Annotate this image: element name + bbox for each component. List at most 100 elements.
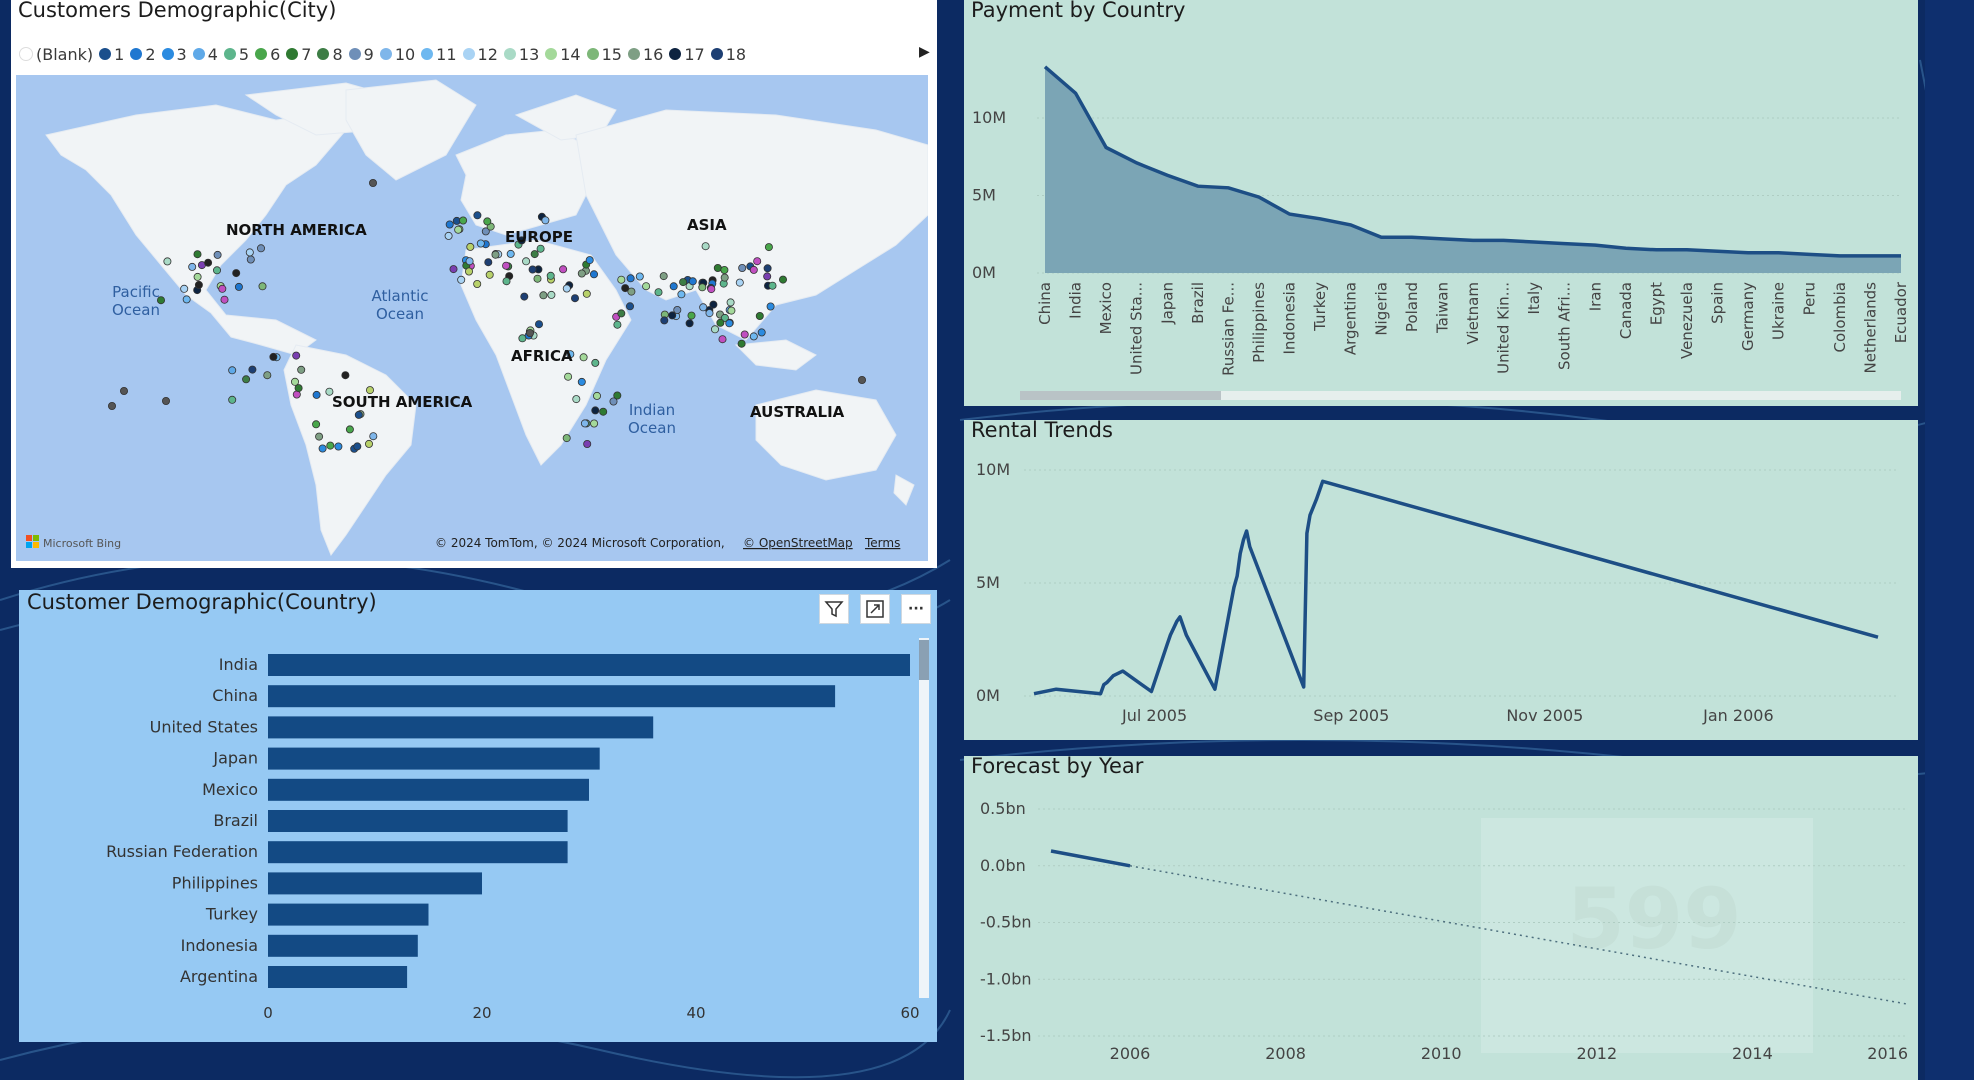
city-dot xyxy=(220,295,229,304)
city-dot xyxy=(725,319,734,328)
city-dot xyxy=(533,274,542,283)
x-tick-label: Argentina xyxy=(1342,282,1360,355)
legend-item[interactable]: 16 xyxy=(627,45,663,64)
openstreetmap-link[interactable]: © OpenStreetMap xyxy=(743,536,853,550)
city-dot xyxy=(212,266,221,275)
scrollbar-thumb[interactable] xyxy=(1020,391,1221,400)
city-dot xyxy=(525,328,534,337)
rental-chart-title: Rental Trends xyxy=(971,418,1113,442)
city-dot xyxy=(297,365,306,374)
city-dot xyxy=(445,220,454,229)
city-dot xyxy=(713,263,722,272)
city-dot xyxy=(699,303,708,312)
x-tick-label: 2006 xyxy=(1110,1044,1151,1063)
x-tick-label: Brazil xyxy=(1189,282,1207,324)
legend-next-arrow-icon[interactable]: ▶ xyxy=(919,44,930,60)
city-dot xyxy=(188,262,197,271)
payment-area-chart[interactable]: 10M 5M 0M China India Mexico United Sta... Japa… xyxy=(964,0,1918,406)
city-dot xyxy=(668,311,677,320)
bar-category-label: Japan xyxy=(212,749,258,768)
city-dot xyxy=(720,313,729,322)
legend-label: 3 xyxy=(176,44,187,64)
x-tick-label: Mexico xyxy=(1097,282,1115,334)
x-tick-label: Sep 2005 xyxy=(1313,706,1389,725)
bar-category-label: Turkey xyxy=(205,905,258,924)
bar-chart-title: Customer Demographic(Country) xyxy=(27,590,377,614)
city-dots[interactable] xyxy=(108,179,867,453)
legend-item[interactable]: 14 xyxy=(545,45,581,64)
x-tick-label: United Sta... xyxy=(1128,282,1146,375)
rental-line-chart[interactable]: 10M 5M 0M Jul 2005 Sep 2005 Nov 2005 Jan 2006 xyxy=(964,420,1918,740)
legend-item[interactable]: 3 xyxy=(161,44,187,64)
city-dot xyxy=(635,272,644,281)
legend-item[interactable]: 17 xyxy=(669,45,705,64)
city-dot xyxy=(720,273,729,282)
city-dot xyxy=(701,242,710,251)
map-legend[interactable]: (Blank) 1 2 3 4 5 6 7 8 9 10 11 12 13 14 15 16 17 18 xyxy=(19,42,752,66)
city-dot xyxy=(572,395,581,404)
city-dot xyxy=(677,290,686,299)
legend-item[interactable]: 9 xyxy=(348,45,374,64)
city-dot xyxy=(365,386,374,395)
legend-item[interactable]: 5 xyxy=(223,44,250,64)
city-dot xyxy=(659,272,668,281)
terms-link[interactable]: Terms xyxy=(864,536,900,550)
city-dot xyxy=(464,267,473,276)
city-dot xyxy=(716,318,725,327)
city-dot xyxy=(627,287,636,296)
more-options-icon[interactable]: ··· xyxy=(901,594,931,624)
legend-item[interactable]: 12 xyxy=(462,45,498,64)
legend-item[interactable]: 8 xyxy=(317,45,343,64)
city-dot xyxy=(483,217,492,226)
legend-dot xyxy=(223,48,236,60)
city-dot xyxy=(502,261,511,270)
map-visual[interactable]: Customers Demographic(City) (Blank) 1 2 3 4 5… xyxy=(11,0,937,568)
scrollbar-track[interactable] xyxy=(1020,391,1901,400)
legend-dot xyxy=(317,48,330,60)
legend-item[interactable]: 1 xyxy=(99,45,124,64)
city-dot xyxy=(720,265,729,274)
legend-dot xyxy=(710,48,723,60)
city-dot xyxy=(491,250,500,259)
legend-item[interactable]: 7 xyxy=(286,45,311,64)
x-tick-label: Russian Fe... xyxy=(1219,282,1237,376)
city-dot xyxy=(517,236,526,245)
legend-dot xyxy=(586,48,599,60)
world-map[interactable]: NORTH AMERICA SOUTH AMERICA EUROPE ASIA … xyxy=(16,75,928,561)
label-indian-1: Indian xyxy=(629,401,675,419)
filter-icon[interactable] xyxy=(819,594,849,624)
legend-item[interactable]: 11 xyxy=(421,45,457,64)
legend-item[interactable]: 13 xyxy=(503,45,539,64)
rental-trends-visual[interactable]: Rental Trends 10M 5M 0M Jul 2005 Sep 2005 Nov… xyxy=(964,418,1918,740)
payment-by-country-visual[interactable]: Payment by Country 10M 5M 0M China India Mexi… xyxy=(964,0,1918,406)
forecast-line-chart[interactable]: 599 0.5bn 0.0bn -0.5bn -1.0bn -1.5bn 2006 2008 2… xyxy=(964,756,1918,1080)
x-tick-label: Colombia xyxy=(1831,282,1849,353)
city-dot xyxy=(626,302,635,311)
map-attribution: © 2024 TomTom, © 2024 Microsoft Corporat… xyxy=(435,536,725,550)
city-dot xyxy=(228,395,237,404)
legend-item[interactable]: 4 xyxy=(192,45,218,64)
legend-item[interactable]: 2 xyxy=(130,45,156,64)
legend-item[interactable]: 18 xyxy=(710,45,746,64)
focus-mode-icon[interactable] xyxy=(860,594,890,624)
y-tick-label: -0.5bn xyxy=(980,913,1032,932)
legend-item[interactable]: 15 xyxy=(586,45,622,64)
legend-item[interactable]: 6 xyxy=(255,45,280,64)
x-tick-label: Turkey xyxy=(1311,282,1329,332)
city-dot xyxy=(234,282,243,291)
legend-dot xyxy=(348,48,361,60)
legend-label: 5 xyxy=(238,44,250,64)
forecast-by-year-visual[interactable]: Forecast by Year 599 0.5bn 0.0bn -0.5bn -1.0… xyxy=(964,754,1918,1080)
label-indian-2: Ocean xyxy=(628,419,676,437)
city-dot xyxy=(108,401,117,410)
legend-item[interactable]: 10 xyxy=(379,45,415,64)
city-dot xyxy=(583,439,592,448)
city-dot xyxy=(473,279,482,288)
country-bar-visual[interactable]: Customer Demographic(Country) ··· India C… xyxy=(19,590,937,1042)
rental-line xyxy=(1033,479,1879,696)
bar-chart[interactable]: India China United States Japan Mexico Brazil… xyxy=(19,590,937,1042)
city-dot xyxy=(613,391,622,400)
bar-category-label: India xyxy=(219,655,258,674)
city-dot xyxy=(590,419,599,428)
legend-item[interactable]: (Blank) xyxy=(19,45,93,64)
